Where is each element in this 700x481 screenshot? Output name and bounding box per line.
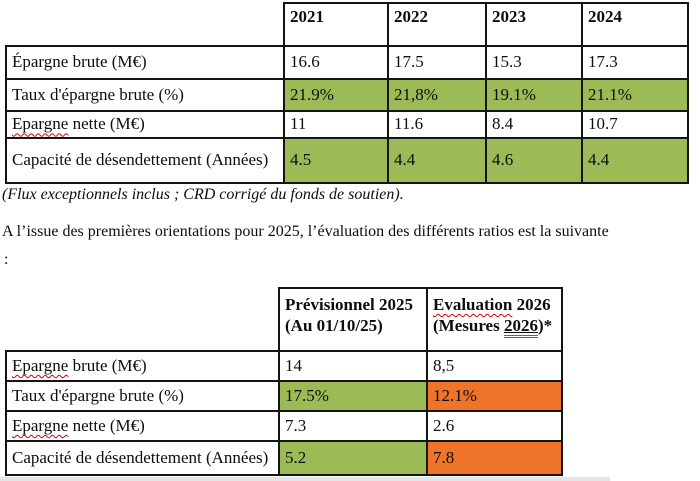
table-cell: 7.3 xyxy=(278,410,428,442)
header-line2-suffix: )* xyxy=(537,315,553,335)
table-row: Epargne nette (M€) 11 11.6 8.4 10.7 xyxy=(5,110,689,139)
misspelled-word: Epargne xyxy=(12,415,69,435)
table-cell-highlight-green: 4.4 xyxy=(581,137,689,184)
row-label: Taux d'épargne brute (%) xyxy=(5,78,285,112)
table-cell: 17.3 xyxy=(581,45,689,80)
header-line1: 2026 xyxy=(512,295,551,314)
year-header: 2021 xyxy=(283,2,389,47)
year-header: 2023 xyxy=(485,2,583,47)
header-line1: Prévisionnel 2025 xyxy=(285,295,413,314)
table-cell: 8,5 xyxy=(426,350,563,382)
table-cell-highlight-green: 19.1% xyxy=(485,78,583,112)
table-cell-highlight-green: 21.1% xyxy=(581,78,689,112)
table-footnote: (Flux exceptionnels inclus ; CRD corrigé… xyxy=(2,186,404,203)
table-row: Epargne nette (M€) 7.3 2.6 xyxy=(5,410,563,442)
row-label-text: Capacité de désendettement (Années) xyxy=(12,447,269,467)
table-cell: 8.4 xyxy=(485,110,583,139)
table-cell: 2.6 xyxy=(426,410,563,442)
table-cell: 11 xyxy=(283,110,389,139)
grammar-flagged-year: 2026 xyxy=(503,316,538,338)
table-cell: 10.7 xyxy=(581,110,689,139)
year-header: 2022 xyxy=(387,2,487,47)
row-label-text: nette (M€) xyxy=(68,415,145,435)
table-header-row: Prévisionnel 2025 (Au 01/10/25) Evaluati… xyxy=(6,287,563,352)
paragraph-colon: : xyxy=(4,251,9,268)
ratios-table-2021-2024: 2021 2022 2023 2024 Épargne brute (M€) 1… xyxy=(5,2,689,184)
table-cell-highlight-green: 17.5% xyxy=(278,380,428,412)
paragraph-text: A l’issue des premières orientations pou… xyxy=(2,223,609,240)
table-header-row: 2021 2022 2023 2024 xyxy=(6,2,689,47)
row-label: Epargne brute (M€) xyxy=(5,350,280,382)
misspelled-word: Evaluation xyxy=(433,295,513,314)
table-cell-highlight-green: 21.9% xyxy=(283,78,389,112)
header-line2: (Au 01/10/25) xyxy=(285,315,383,335)
table-row: Taux d'épargne brute (%) 17.5% 12.1% xyxy=(5,380,563,412)
row-label-text: Taux d'épargne brute (%) xyxy=(12,84,184,104)
table-cell: 16.6 xyxy=(283,45,389,80)
table-cell-highlight-green: 4.5 xyxy=(283,137,389,184)
table-row: Capacité de désendettement (Années) 5.2 … xyxy=(5,440,563,476)
row-label: Capacité de désendettement (Années) xyxy=(5,440,280,476)
misspelled-word: Epargne xyxy=(12,114,69,134)
header-line2: (Mesures xyxy=(433,315,504,335)
column-header-previsionnel-2025: Prévisionnel 2025 (Au 01/10/25) xyxy=(278,287,428,352)
table-row: Épargne brute (M€) 16.6 17.5 15.3 17.3 xyxy=(5,45,689,80)
page-bottom-edge xyxy=(0,477,610,481)
row-label-text: Capacité de désendettement (Années) xyxy=(12,150,269,170)
misspelled-word: Epargne xyxy=(12,355,69,375)
row-label: Taux d'épargne brute (%) xyxy=(5,380,280,412)
table-cell-highlight-orange: 7.8 xyxy=(426,440,563,476)
table-row: Capacité de désendettement (Années) 4.5 … xyxy=(5,137,689,184)
row-label: Epargne nette (M€) xyxy=(5,110,285,139)
year-header: 2024 xyxy=(581,2,689,47)
row-label: Épargne brute (M€) xyxy=(5,45,285,80)
row-label-text: Épargne brute (M€) xyxy=(12,52,147,72)
table-cell: 14 xyxy=(278,350,428,382)
table-cell-highlight-green: 21,8% xyxy=(387,78,487,112)
row-label: Capacité de désendettement (Années) xyxy=(5,137,285,184)
table-row: Taux d'épargne brute (%) 21.9% 21,8% 19.… xyxy=(5,78,689,112)
ratios-table-2025-2026: Prévisionnel 2025 (Au 01/10/25) Evaluati… xyxy=(5,287,563,476)
table-row: Epargne brute (M€) 14 8,5 xyxy=(5,350,563,382)
row-label-text: nette (M€) xyxy=(68,114,145,134)
table-cell-highlight-orange: 12.1% xyxy=(426,380,563,412)
table-cell-highlight-green: 4.6 xyxy=(485,137,583,184)
column-header-evaluation-2026: Evaluation 2026 (Mesures 2026)* xyxy=(426,287,563,352)
row-label-text: brute (M€) xyxy=(68,355,147,375)
table-cell-highlight-green: 5.2 xyxy=(278,440,428,476)
table-cell: 17.5 xyxy=(387,45,487,80)
empty-corner-cell xyxy=(6,3,284,46)
table-cell-highlight-green: 4.4 xyxy=(387,137,487,184)
row-label: Epargne nette (M€) xyxy=(5,410,280,442)
row-label-text: Taux d'épargne brute (%) xyxy=(12,385,184,405)
table-cell: 11.6 xyxy=(387,110,487,139)
empty-corner-cell xyxy=(6,288,279,351)
table-cell: 15.3 xyxy=(485,45,583,80)
